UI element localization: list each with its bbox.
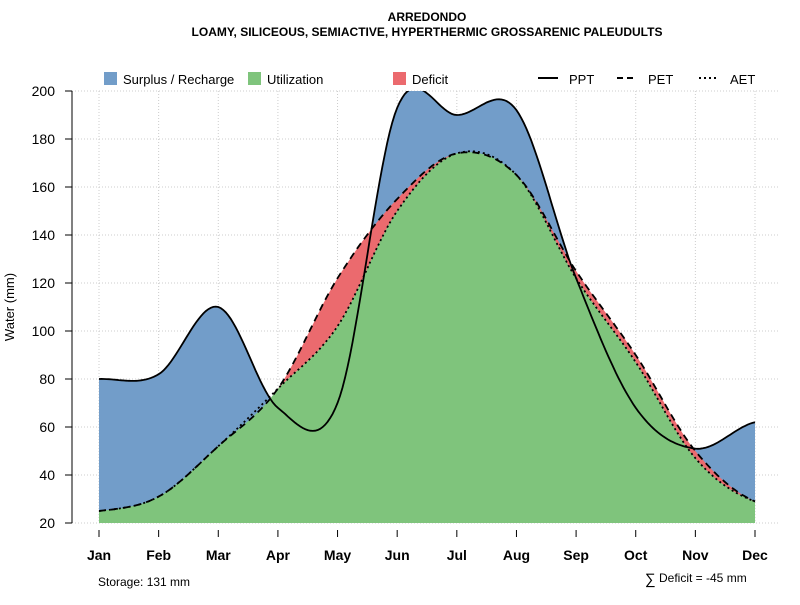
deficit-sum-symbol: ∑ bbox=[645, 571, 656, 588]
x-tick-label: Jun bbox=[385, 547, 410, 563]
legend: Surplus / Recharge Utilization Deficit PPT P… bbox=[104, 72, 755, 87]
x-tick-label: Jul bbox=[447, 547, 467, 563]
x-tick-label: Sep bbox=[563, 547, 589, 563]
legend-swatch bbox=[393, 72, 406, 85]
x-tick-label: Oct bbox=[624, 547, 648, 563]
y-tick-label: 40 bbox=[39, 467, 55, 483]
deficit-annotation: Deficit = -45 mm bbox=[659, 571, 747, 585]
legend-label: Utilization bbox=[267, 72, 323, 87]
chart-title: ARREDONDO bbox=[388, 10, 467, 24]
legend-label: PET bbox=[648, 72, 673, 87]
y-tick-label: 120 bbox=[32, 275, 56, 291]
utilization-area bbox=[99, 152, 755, 523]
legend-label: Surplus / Recharge bbox=[123, 72, 234, 87]
y-tick-label: 80 bbox=[39, 371, 55, 387]
legend-swatch bbox=[104, 72, 117, 85]
x-tick-label: Jan bbox=[87, 547, 111, 563]
x-tick-label: Apr bbox=[266, 547, 291, 563]
x-tick-label: Nov bbox=[682, 547, 709, 563]
y-tick-label: 160 bbox=[32, 179, 56, 195]
y-tick-label: 140 bbox=[32, 227, 56, 243]
y-tick-label: 200 bbox=[32, 83, 56, 99]
x-tick-label: Dec bbox=[742, 547, 768, 563]
x-tick-label: Feb bbox=[146, 547, 171, 563]
y-tick-label: 60 bbox=[39, 419, 55, 435]
legend-label: AET bbox=[730, 72, 755, 87]
storage-annotation: Storage: 131 mm bbox=[98, 575, 190, 589]
y-tick-label: 100 bbox=[32, 323, 56, 339]
x-tick-label: Aug bbox=[503, 547, 530, 563]
legend-label: Deficit bbox=[412, 72, 449, 87]
x-tick-label: Mar bbox=[206, 547, 231, 563]
series-line-aet bbox=[98, 150, 756, 512]
x-tick-label: May bbox=[324, 547, 351, 563]
legend-label: PPT bbox=[569, 72, 594, 87]
chart-subtitle: LOAMY, SILICEOUS, SEMIACTIVE, HYPERTHERM… bbox=[192, 25, 663, 39]
series-line-ppt bbox=[98, 91, 756, 450]
legend-swatch bbox=[248, 72, 261, 85]
y-tick-label: 180 bbox=[32, 131, 56, 147]
y-tick-label: 20 bbox=[39, 515, 55, 531]
ylabel: Water (mm) bbox=[2, 273, 17, 341]
